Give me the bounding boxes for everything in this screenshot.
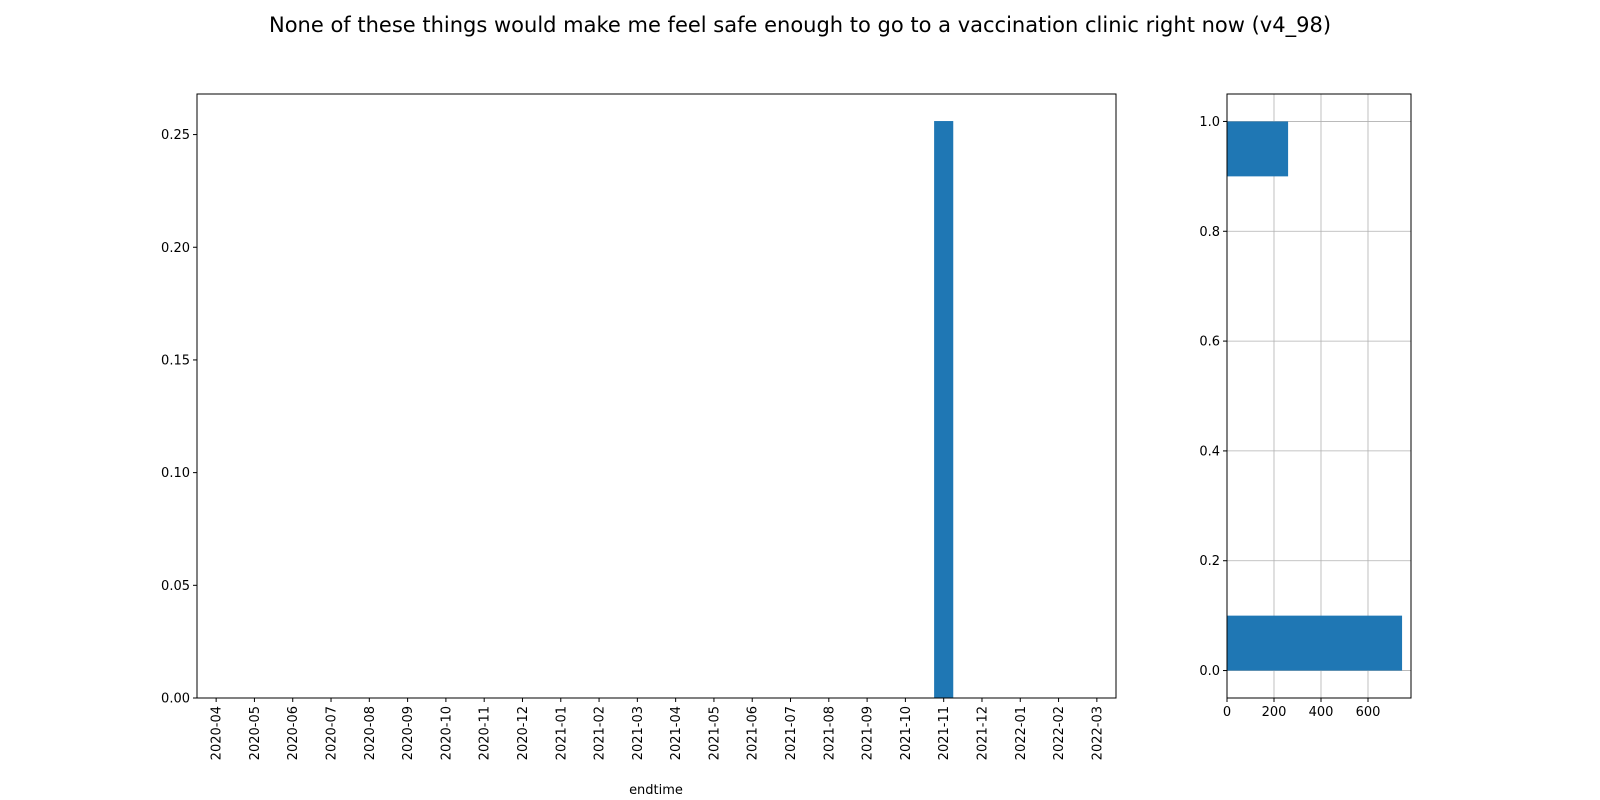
x-tick-label: 600	[1356, 705, 1381, 720]
plot-frame	[1226, 93, 1412, 699]
x-tick-label: 400	[1309, 705, 1334, 720]
x-tick-label: 2020-08	[363, 706, 378, 760]
x-tick-label: 2021-06	[746, 706, 761, 760]
x-tick-label: 2021-07	[784, 706, 799, 760]
x-tick-label: 2021-10	[899, 706, 914, 760]
x-tick-label: 2020-11	[478, 706, 493, 760]
x-tick-label: 2020-06	[286, 706, 301, 760]
bar	[934, 121, 954, 698]
y-tick-label: 0.6	[1199, 335, 1220, 350]
x-tick-label: 2021-02	[593, 706, 608, 760]
hist-bar	[1227, 121, 1289, 177]
x-tick-label: 2021-05	[707, 706, 722, 760]
x-tick-label: 2021-08	[822, 706, 837, 760]
y-tick-label: 0.2	[1199, 554, 1220, 569]
x-tick-label: 2021-04	[669, 706, 684, 760]
y-tick-label: 0.0	[1199, 664, 1220, 679]
chart-title: None of these things would make me feel …	[269, 13, 1331, 38]
x-tick-label: 2021-11	[937, 706, 952, 760]
x-axis-label: endtime	[629, 783, 683, 798]
x-tick-label: 2020-07	[325, 706, 340, 760]
y-tick-label: 0.25	[161, 128, 190, 143]
y-tick-label: 0.10	[161, 466, 190, 481]
x-tick-label: 2022-02	[1052, 706, 1067, 760]
plot-frame	[196, 93, 1117, 699]
x-tick-label: 2022-01	[1014, 706, 1029, 760]
x-tick-label: 2021-12	[975, 706, 990, 760]
y-tick-label: 0.05	[161, 579, 190, 594]
y-tick-label: 1.0	[1199, 115, 1220, 130]
x-tick-label: 200	[1262, 705, 1287, 720]
y-tick-label: 0.8	[1199, 225, 1220, 240]
y-tick-label: 0.00	[161, 692, 190, 707]
x-tick-label: 2020-12	[516, 706, 531, 760]
y-tick-label: 0.20	[161, 241, 190, 256]
x-tick-label: 2021-09	[861, 706, 876, 760]
x-tick-label: 2020-04	[210, 706, 225, 760]
hist-bar	[1227, 615, 1403, 671]
y-tick-label: 0.15	[161, 353, 190, 368]
y-tick-label: 0.4	[1199, 444, 1220, 459]
x-tick-label: 0	[1223, 705, 1231, 720]
x-tick-label: 2020-09	[401, 706, 416, 760]
x-tick-label: 2021-03	[631, 706, 646, 760]
x-tick-label: 2020-10	[439, 706, 454, 760]
x-tick-label: 2021-01	[554, 706, 569, 760]
x-tick-label: 2020-05	[248, 706, 263, 760]
x-tick-label: 2022-03	[1090, 706, 1105, 760]
